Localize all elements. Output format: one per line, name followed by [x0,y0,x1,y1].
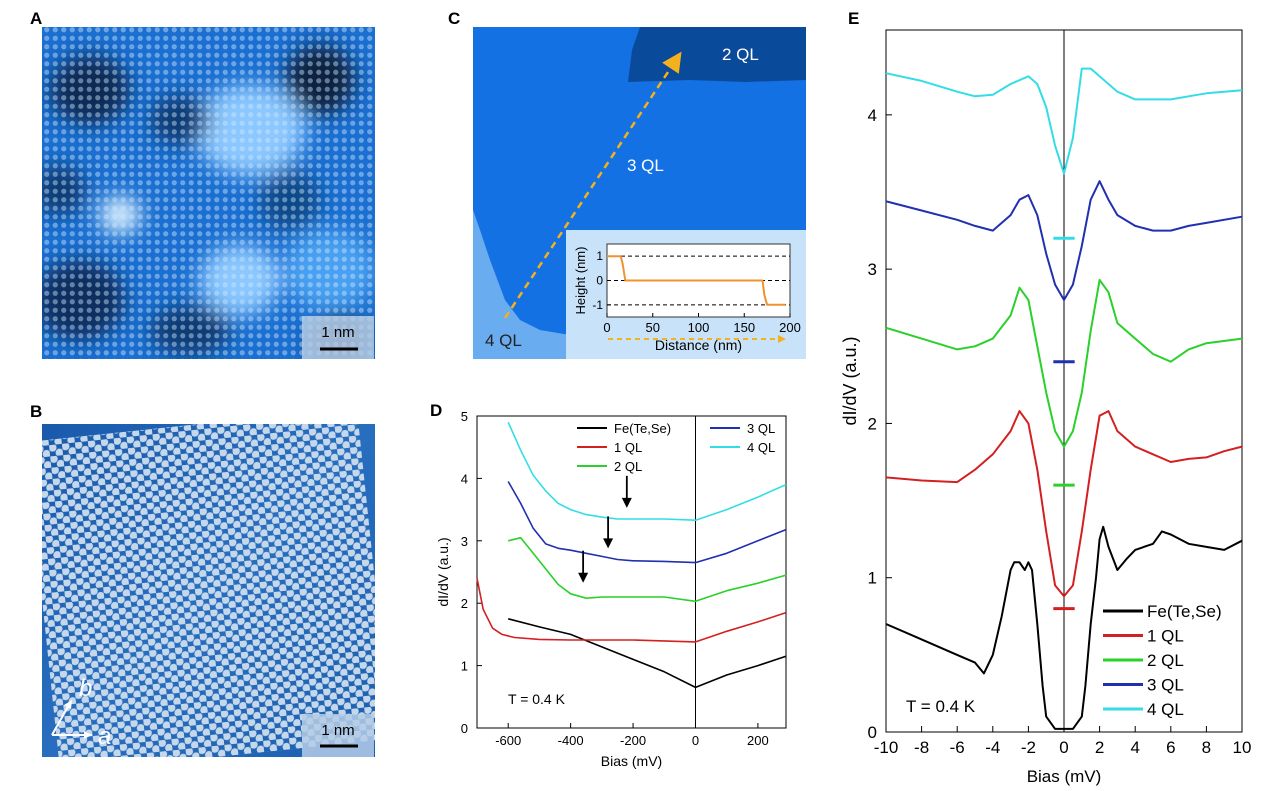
inset-x-tick-label: 200 [779,320,801,335]
chart-e-temperature: T = 0.4 K [906,697,976,716]
chart-d-series-line [507,481,787,564]
chart-e-x-tick-label: 0 [1059,738,1068,757]
chart-e-series-line [885,67,1243,175]
chart-d-y-tick-label: 1 [461,659,468,674]
label-3ql: 3 QL [627,156,664,175]
panel-label-e: E [848,9,859,28]
chart-d-legend-label: Fe(Te,Se) [614,421,671,436]
chart-e-y-axis-label: dI/dV (a.u.) [840,336,860,425]
chart-e-y-tick-label: 2 [868,414,877,433]
stm-image-b [42,424,375,757]
inset-y-axis-label: Height (nm) [573,247,588,315]
label-4ql: 4 QL [485,331,522,350]
inset-y-tick-label: 0 [596,274,603,288]
chart-e-x-tick-label: 10 [1233,738,1252,757]
chart-d-legend-label: 1 QL [614,440,642,455]
chart-d-arrow-head [621,497,632,508]
lattice-axes: a b [51,675,111,750]
chart-e-x-tick-label: 4 [1130,738,1139,757]
chart-d-x-axis-label: Bias (mV) [601,753,662,769]
chart-d-y-tick-label: 2 [461,596,468,611]
chart-d-series-line [476,578,787,643]
inset-y-tick-label: 1 [596,249,603,263]
scalebar-a-label: 1 nm [321,324,354,341]
panel-label-b: B [30,402,42,421]
chart-e-legend-label: 4 QL [1147,700,1184,719]
line-profile-arrow [503,51,682,319]
chart-d-x-tick-label: -200 [620,733,646,748]
chart-e-series-line [885,525,1243,730]
chart-d-temperature: T = 0.4 K [508,691,566,707]
chart-e-legend-label: Fe(Te,Se) [1147,602,1222,621]
scalebar-b-label: 1 nm [321,722,354,739]
chart-d-legend-label: 3 QL [747,421,775,436]
chart-d-x-tick-label: 200 [747,733,769,748]
label-2ql: 2 QL [722,45,759,64]
inset-x-tick-label: 50 [646,320,660,335]
chart-d-series-line [507,618,787,689]
chart-d-arrow-head [578,572,589,583]
chart-e-x-tick-label: 2 [1095,738,1104,757]
chart-d-y-tick-label: 0 [461,721,468,736]
chart-d-frame [476,415,787,729]
chart-d-series-line [507,421,787,522]
panel-label-c: C [448,9,460,28]
chart-d-x-tick-label: 0 [692,733,699,748]
stm-image-a [42,27,375,359]
chart-e-x-tick-label: -2 [1021,738,1036,757]
chart-e-y-tick-label: 1 [868,569,877,588]
axis-b-label: b [79,675,92,702]
panel-label-a: A [30,9,42,28]
chart-e-series-line [885,410,1243,598]
inset-x-axis-label: Distance (nm) [655,337,742,353]
chart-d-y-tick-label: 3 [461,534,468,549]
scalebar-b: 1 nm [302,714,374,757]
chart-e-y-tick-label: 3 [868,260,877,279]
chart-d-legend-label: 4 QL [747,440,775,455]
chart-e-series-line [885,278,1243,448]
chart-e: -10 -8 -6 -4 -2 0 2 4 6 8 10 0 1 2 3 4 Fe(Te,Se) 1 QL 2 QL… [840,29,1252,786]
chart-d-y-tick-label: 5 [461,409,468,424]
chart-e-y-tick-label: 0 [868,723,877,742]
chart-e-x-tick-label: -8 [914,738,929,757]
chart-d: -600 -400 -200 0 200 0 1 2 3 4 5 Fe(Te,Se) 1 QL 2 QL 3… [435,409,787,769]
inset-y-tick-label: -1 [592,298,603,312]
inset-x-tick-label: 100 [688,320,710,335]
chart-d-arrow-head [603,538,614,549]
chart-e-x-tick-label: 6 [1166,738,1175,757]
axis-a-label: a [98,723,111,750]
chart-e-x-axis-label: Bias (mV) [1027,767,1102,786]
chart-d-legend-label: 2 QL [614,459,642,474]
chart-d-y-axis-label: dI/dV (a.u.) [435,537,451,606]
inset-height-line [607,255,786,306]
inset-x-tick-label: 0 [603,320,610,335]
scalebar-a: 1 nm [302,316,374,359]
chart-d-series-line [508,536,787,603]
chart-e-x-tick-label: -6 [950,738,965,757]
chart-e-legend-label: 2 QL [1147,651,1184,670]
chart-d-y-tick-label: 4 [461,471,468,486]
chart-d-x-tick-label: -600 [495,733,521,748]
chart-d-x-tick-label: -400 [558,733,584,748]
inset-x-tick-label: 150 [733,320,755,335]
chart-e-y-tick-label: 4 [868,106,877,125]
chart-e-x-tick-label: -10 [874,738,899,757]
chart-e-legend-label: 1 QL [1147,627,1184,646]
chart-e-legend-label: 3 QL [1147,676,1184,695]
panel-label-d: D [430,401,442,420]
chart-e-x-tick-label: -4 [985,738,1000,757]
chart-e-series-line [885,180,1243,301]
chart-e-x-tick-label: 8 [1202,738,1211,757]
